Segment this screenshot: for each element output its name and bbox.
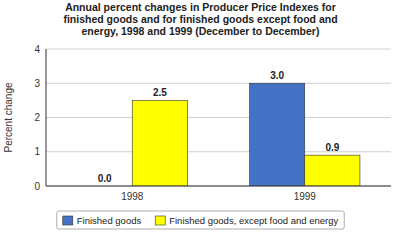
legend-swatch (155, 216, 165, 225)
legend: Finished goods Finished goods, except foo… (57, 211, 344, 229)
grid-line (46, 49, 391, 50)
x-axis: 1998 1999 (121, 191, 316, 202)
data-label: 0.9 (325, 142, 339, 153)
chart: Annual percent changes in Producer Price… (0, 0, 401, 238)
legend-label: Finished goods (77, 215, 142, 226)
legend-item: Finished goods (63, 215, 142, 226)
data-label: 3.0 (270, 70, 284, 81)
y-axis-label: Percent change (3, 82, 14, 152)
y-tick-label: 1 (34, 146, 40, 157)
legend-frame (57, 211, 344, 229)
legend-item: Finished goods, except food and energy (155, 215, 338, 226)
bar (305, 155, 360, 186)
title-line: finished goods and for finished goods ex… (63, 13, 337, 25)
x-tick-label: 1999 (294, 191, 317, 202)
grid-line (46, 83, 391, 84)
grid-line (46, 117, 391, 118)
title: Annual percent changes in Producer Price… (63, 1, 337, 37)
title-line: Annual percent changes in Producer Price… (65, 1, 336, 13)
data-label: 2.5 (153, 87, 167, 98)
legend-swatch (63, 216, 73, 225)
y-tick-label: 2 (34, 112, 40, 123)
bars (132, 83, 360, 186)
y-axis: 0 1 2 3 4 (34, 44, 391, 192)
y-tick-label: 4 (34, 44, 40, 55)
x-tick-label: 1998 (121, 191, 144, 202)
y-tick-label: 3 (34, 78, 40, 89)
bar (132, 100, 187, 186)
legend-label: Finished goods, except food and energy (169, 215, 338, 226)
x-axis-line (46, 186, 391, 187)
bar (250, 83, 305, 186)
y-tick-label: 0 (34, 181, 40, 192)
y-axis-line (46, 49, 47, 186)
data-labels: 0.0 3.0 2.5 0.9 (98, 70, 340, 184)
title-line: energy, 1998 and 1999 (December to Decem… (82, 25, 320, 37)
grid-line (46, 186, 391, 187)
data-label: 0.0 (98, 173, 112, 184)
